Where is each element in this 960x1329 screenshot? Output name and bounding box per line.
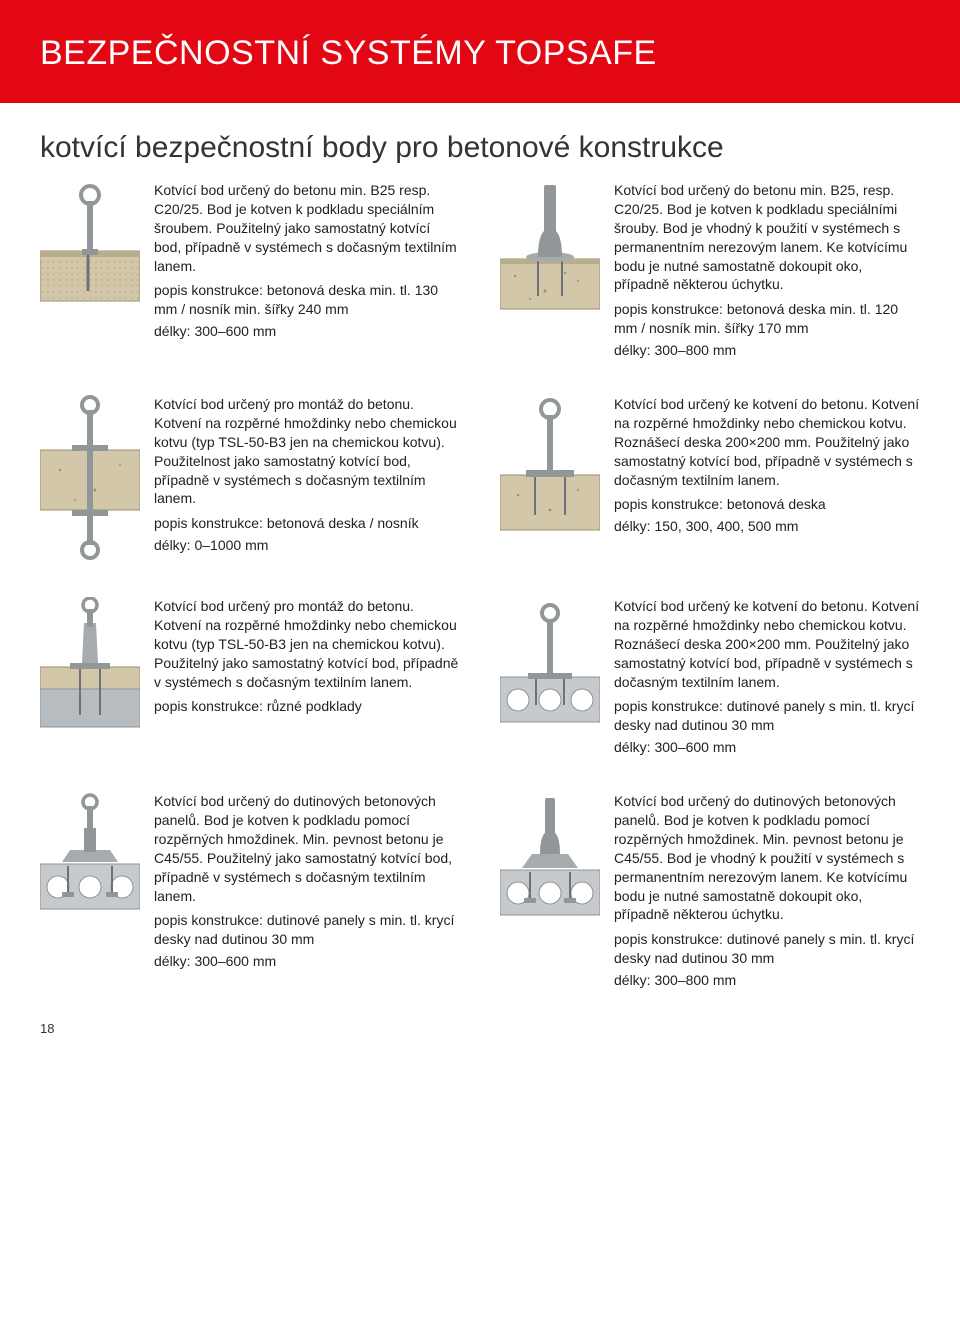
product-description: Kotvící bod určený do betonu min. B25, r…: [614, 181, 920, 294]
product-spec-lengths: délky: 300–600 mm: [154, 322, 460, 341]
page-subheader: kotvící bezpečnostní body pro betonové k…: [0, 103, 960, 175]
product-item: Kotvící bod určený do betonu min. B25 re…: [40, 181, 460, 363]
anchor-illustration-layered-substrate: [40, 597, 140, 760]
product-spec-lengths: délky: 0–1000 mm: [154, 536, 460, 555]
product-description: Kotvící bod určený do betonu min. B25 re…: [154, 181, 460, 275]
product-item: Kotvící bod určený do dutinových betonov…: [40, 792, 460, 993]
product-text: Kotvící bod určený do betonu min. B25 re…: [154, 181, 460, 363]
product-description: Kotvící bod určený do dutinových betonov…: [154, 792, 460, 905]
product-description: Kotvící bod určený pro montáž do betonu.…: [154, 395, 460, 508]
product-text: Kotvící bod určený do dutinových betonov…: [154, 792, 460, 993]
anchor-illustration-hollow-core-post: [500, 792, 600, 993]
product-text: Kotvící bod určený ke kotvení do betonu.…: [614, 597, 920, 760]
page-number: 18: [0, 1013, 960, 1054]
product-description: Kotvící bod určený pro montáž do betonu.…: [154, 597, 460, 691]
product-spec-construction: popis konstrukce: betonová deska min. tl…: [614, 300, 920, 338]
product-item: Kotvící bod určený ke kotvení do betonu.…: [500, 597, 920, 760]
product-grid: Kotvící bod určený do betonu min. B25 re…: [0, 175, 960, 1013]
product-spec-construction: popis konstrukce: dutinové panely s min.…: [614, 697, 920, 735]
anchor-illustration-hollow-core-bracket-eye: [40, 792, 140, 993]
product-text: Kotvící bod určený ke kotvení do betonu.…: [614, 395, 920, 565]
product-item: Kotvící bod určený pro montáž do betonu.…: [40, 597, 460, 760]
product-description: Kotvící bod určený do dutinových betonov…: [614, 792, 920, 924]
product-spec-lengths: délky: 150, 300, 400, 500 mm: [614, 517, 920, 536]
product-spec-construction: popis konstrukce: betonová deska min. tl…: [154, 281, 460, 319]
product-item: Kotvící bod určený do betonu min. B25, r…: [500, 181, 920, 363]
anchor-illustration-through-slab-double-eye: [40, 395, 140, 565]
anchor-illustration-slab-single-bolt: [40, 181, 140, 363]
product-spec-construction: popis konstrukce: betonová deska: [614, 495, 920, 514]
product-description: Kotvící bod určený ke kotvení do betonu.…: [614, 395, 920, 489]
product-spec-lengths: délky: 300–600 mm: [154, 952, 460, 971]
product-description: Kotvící bod určený ke kotvení do betonu.…: [614, 597, 920, 691]
product-spec-lengths: délky: 300–800 mm: [614, 341, 920, 360]
product-text: Kotvící bod určený do dutinových betonov…: [614, 792, 920, 993]
page-header: BEZPEČNOSTNÍ SYSTÉMY TOPSAFE: [0, 0, 960, 103]
anchor-illustration-slab-baseplate-eye: [500, 395, 600, 565]
product-spec-lengths: délky: 300–600 mm: [614, 738, 920, 757]
product-item: Kotvící bod určený pro montáž do betonu.…: [40, 395, 460, 565]
product-spec-construction: popis konstrukce: různé podklady: [154, 697, 460, 716]
product-spec-construction: popis konstrukce: betonová deska / nosní…: [154, 514, 460, 533]
product-text: Kotvící bod určený pro montáž do betonu.…: [154, 395, 460, 565]
product-text: Kotvící bod určený pro montáž do betonu.…: [154, 597, 460, 760]
product-item: Kotvící bod určený ke kotvení do betonu.…: [500, 395, 920, 565]
product-text: Kotvící bod určený do betonu min. B25, r…: [614, 181, 920, 363]
product-spec-construction: popis konstrukce: dutinové panely s min.…: [154, 911, 460, 949]
product-spec-construction: popis konstrukce: dutinové panely s min.…: [614, 930, 920, 968]
product-spec-lengths: délky: 300–800 mm: [614, 971, 920, 990]
anchor-illustration-hollow-core-eye: [500, 597, 600, 760]
anchor-illustration-slab-post-baseplate: [500, 181, 600, 363]
product-item: Kotvící bod určený do dutinových betonov…: [500, 792, 920, 993]
